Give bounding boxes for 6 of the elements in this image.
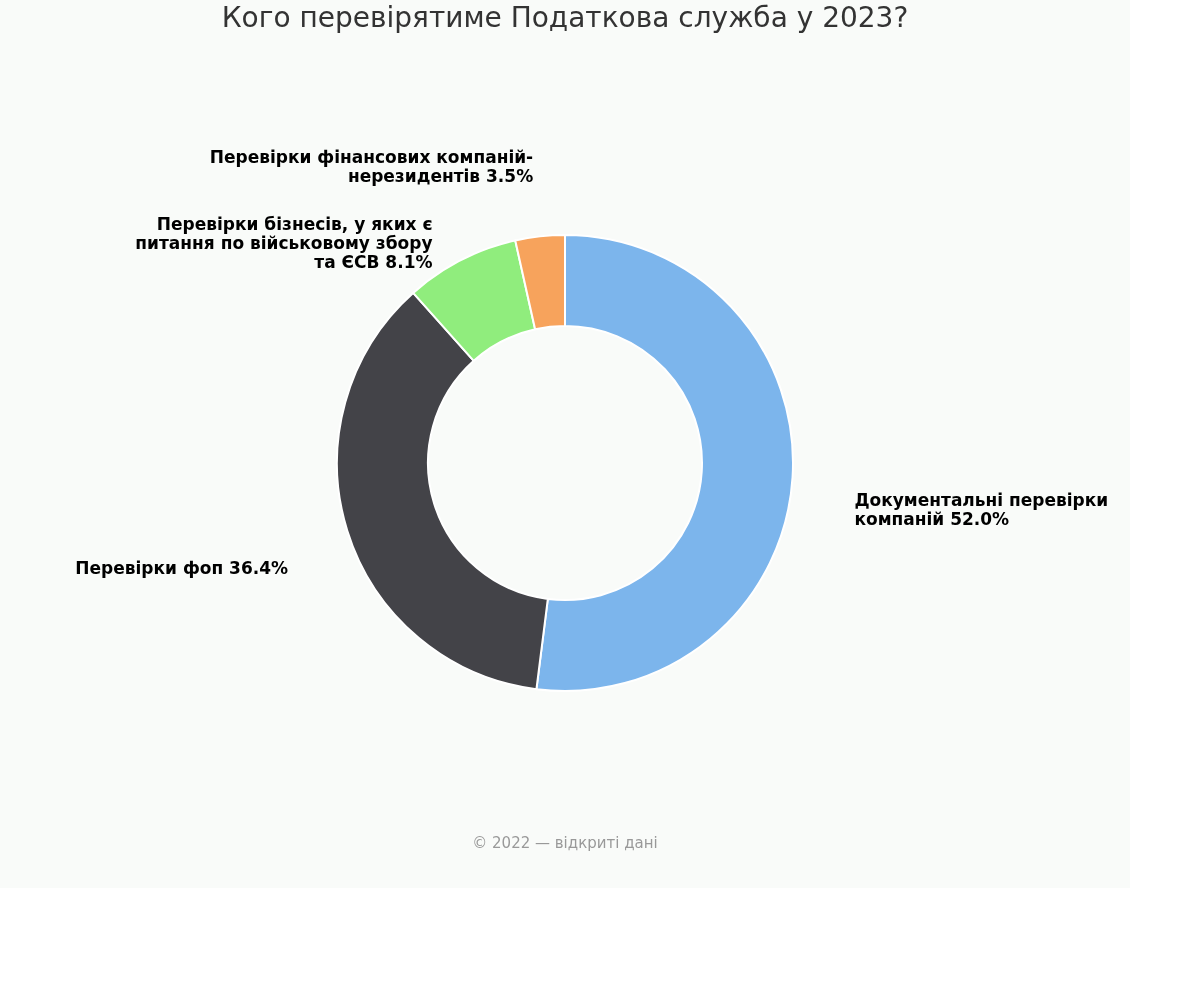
chart-title: Кого перевірятиме Податкова служба у 2023? [221, 1, 909, 34]
slice-label: Перевірки фінансових компаній-нерезидентів 3.5% [209, 147, 534, 187]
slice-label: Перевірки бізнесів, у яких є питання по військовому збору та ЄСВ 8.1% [135, 214, 433, 273]
slice-label: Документальні перевірки компаній 52.0% [854, 490, 1109, 530]
slice-label: Перевірки фоп 36.4% [75, 558, 289, 579]
text: © 2022 — відкриті дані [472, 834, 658, 852]
